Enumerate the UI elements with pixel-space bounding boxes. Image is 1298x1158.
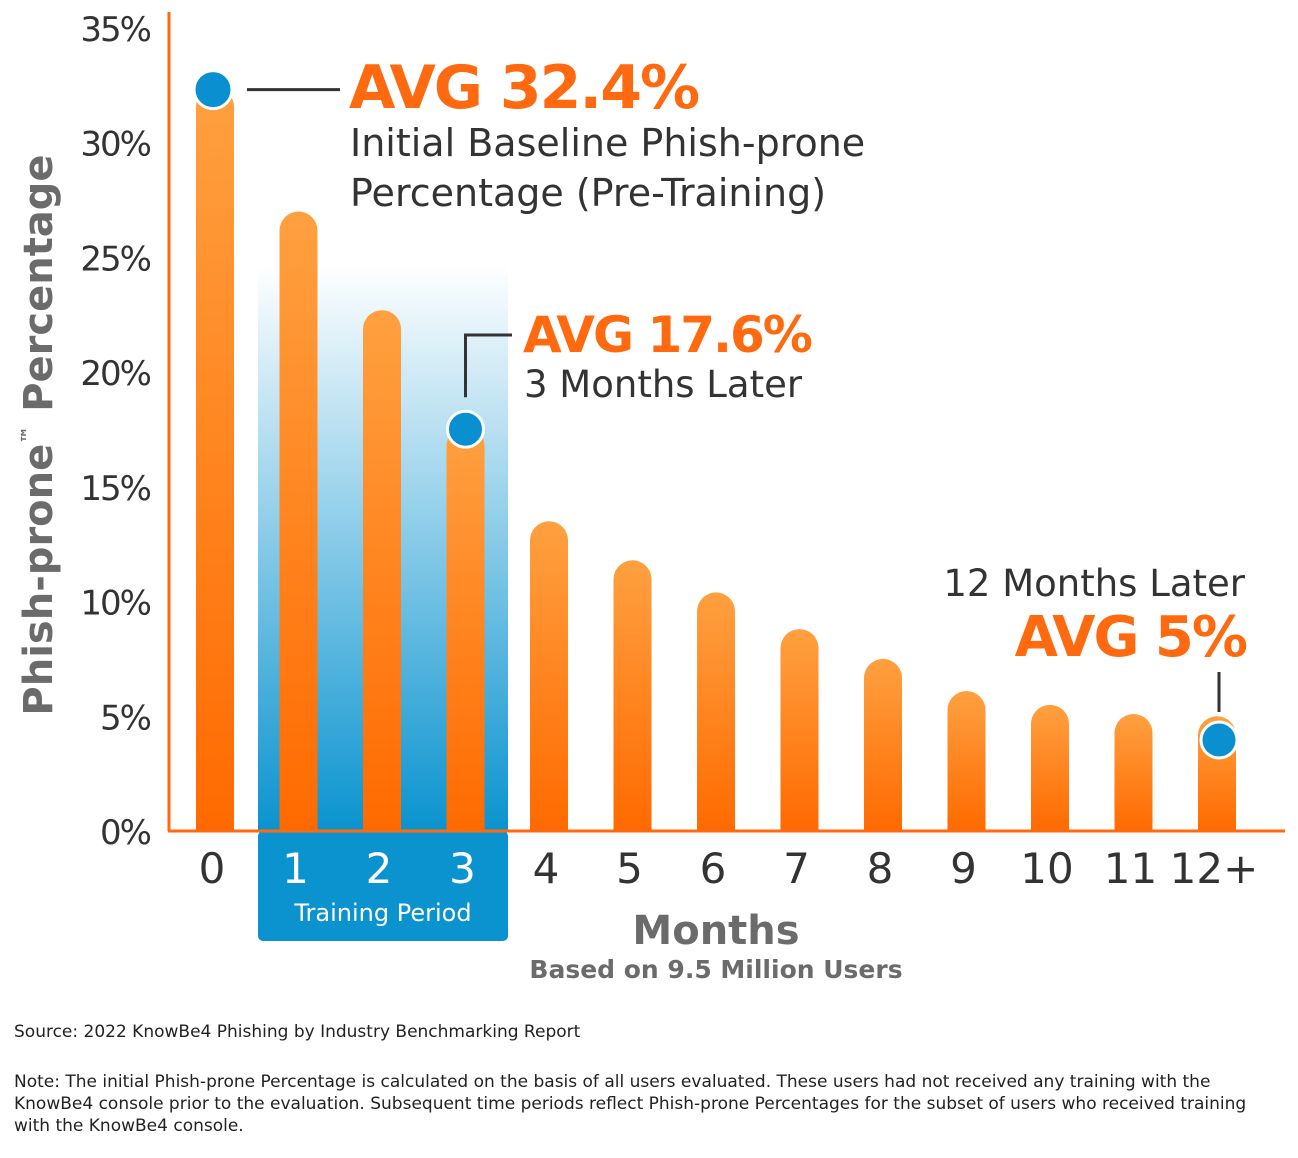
source-note: Source: 2022 KnowBe4 Phishing by Industr…: [14, 1022, 581, 1042]
y-axis-label: Phish-prone™ Percentage: [16, 154, 62, 715]
x-tick-label: 9: [950, 844, 977, 893]
x-tick-label: 2: [366, 844, 393, 893]
bar-month-10: [1031, 704, 1069, 831]
twelve-month-marker: [1199, 720, 1239, 760]
y-tick-label: 10%: [80, 584, 150, 624]
baseline-description: Percentage (Pre-Training): [350, 171, 826, 215]
baseline-description: Initial Baseline Phish-prone: [350, 121, 865, 165]
x-tick-label: 1: [282, 844, 309, 893]
x-tick-label: 12+: [1170, 844, 1259, 893]
bar-month-3: [446, 427, 485, 831]
bar-month-9: [947, 691, 986, 831]
y-tick-label: 20%: [80, 354, 150, 394]
x-tick-label: 4: [533, 844, 560, 893]
bar-month-11: [1114, 713, 1153, 831]
y-tick-label: 15%: [80, 469, 150, 509]
three-month-marker: [446, 409, 485, 449]
twelve-month-headline: AVG 5%: [1015, 605, 1247, 670]
y-tick-label: 5%: [100, 698, 151, 738]
bar-month-1: [279, 211, 318, 832]
chart-subtitle: Based on 9.5 Million Users: [529, 955, 902, 984]
bar-month-2: [363, 310, 401, 831]
y-tick-label: 25%: [80, 239, 150, 279]
training-period-label: Training Period: [293, 899, 471, 927]
y-tick-label: 0%: [100, 813, 151, 853]
baseline-headline: AVG 32.4%: [349, 53, 699, 123]
twelve-month-description: 12 Months Later: [943, 562, 1245, 605]
methodology-note: Note: The initial Phish-prone Percentage…: [14, 1072, 1247, 1136]
x-tick-label: 5: [616, 844, 643, 893]
y-tick-label: 35%: [80, 10, 150, 50]
x-tick-label: 8: [867, 844, 894, 893]
x-tick-label: 0: [199, 844, 226, 893]
x-axis-label: Months: [632, 908, 799, 954]
bar-month-0: [196, 87, 234, 831]
x-tick-label: 10: [1020, 844, 1073, 893]
annotation-leader-line: [464, 333, 512, 398]
bar-month-7: [780, 629, 819, 831]
x-tick-label: 3: [449, 844, 476, 893]
three-month-headline: AVG 17.6%: [523, 306, 812, 364]
bar-month-8: [864, 658, 902, 831]
bar-month-4: [530, 521, 568, 831]
bar-month-5: [613, 560, 652, 831]
baseline-marker: [192, 69, 234, 111]
three-month-description: 3 Months Later: [524, 363, 803, 406]
x-tick-label: 7: [783, 844, 810, 893]
y-tick-label: 30%: [80, 125, 150, 165]
training-period-label-box: [258, 831, 508, 941]
phish-prone-chart: 0% 5% 10% 15% 20% 25% 30% 35% 0 1 2 3 4 5 6 7 8 9 10 11 12+…: [16, 10, 1285, 984]
x-tick-label: 6: [700, 844, 727, 893]
bar-month-6: [697, 592, 735, 831]
x-tick-label: 11: [1104, 844, 1157, 893]
